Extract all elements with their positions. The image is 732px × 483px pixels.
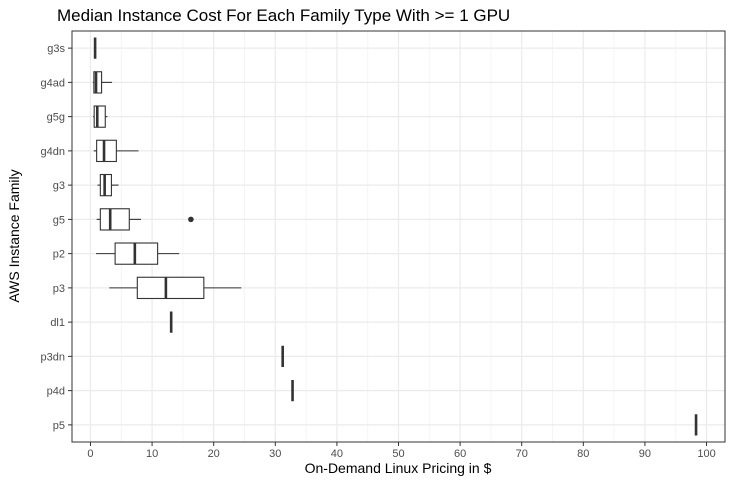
y-tick-label: g3 <box>53 180 65 192</box>
box-g3 <box>97 173 119 197</box>
box-layer <box>92 37 698 436</box>
x-tick-label: 80 <box>577 448 589 460</box>
y-axis-title: AWS Instance Family <box>6 169 22 302</box>
y-axis: g3s g4ad g5g g4dn g3 g5 p2 p3 dl1 p3dn p4d p5 <box>41 43 72 432</box>
y-tick-label: g4ad <box>41 77 65 89</box>
y-tick-label: g4dn <box>41 146 65 158</box>
y-tick-label: g5 <box>53 214 65 226</box>
iqr-box <box>114 242 159 265</box>
x-tick-label: 0 <box>87 448 93 460</box>
x-tick-label: 30 <box>269 448 281 460</box>
x-tick-label: 70 <box>516 448 528 460</box>
iqr-box <box>93 105 106 128</box>
iqr-box <box>99 208 130 231</box>
iqr-box <box>93 71 103 94</box>
box-g5 <box>96 208 194 231</box>
outlier-point <box>188 216 194 223</box>
y-tick-label: p4d <box>47 386 65 398</box>
y-tick-label: g5g <box>47 112 65 124</box>
x-tick-label: 40 <box>331 448 343 460</box>
x-tick-label: 20 <box>208 448 220 460</box>
y-tick-label: p2 <box>53 249 65 261</box>
box-p3 <box>109 276 242 300</box>
y-tick-label: g3s <box>47 43 65 55</box>
y-tick-label: dl1 <box>50 317 65 329</box>
grid-lines <box>72 31 725 442</box>
x-axis: 0 10 20 30 40 50 60 70 80 90 100 <box>87 442 716 460</box>
x-tick-label: 50 <box>392 448 404 460</box>
box-g4dn <box>93 139 139 163</box>
x-tick-label: 60 <box>454 448 466 460</box>
y-tick-label: p5 <box>53 420 65 432</box>
x-axis-title: On-Demand Linux Pricing in $ <box>305 460 492 476</box>
chart-title: Median Instance Cost For Each Family Typ… <box>57 6 510 25</box>
box-p2 <box>96 242 180 265</box>
x-tick-label: 90 <box>639 448 651 460</box>
x-tick-label: 10 <box>146 448 158 460</box>
iqr-box <box>136 276 205 300</box>
x-tick-label: 100 <box>697 448 715 460</box>
box-g5g <box>93 105 108 128</box>
iqr-box <box>96 139 117 163</box>
y-tick-label: p3 <box>53 283 65 295</box>
box-g4ad <box>92 71 113 94</box>
y-tick-label: p3dn <box>41 351 65 363</box>
